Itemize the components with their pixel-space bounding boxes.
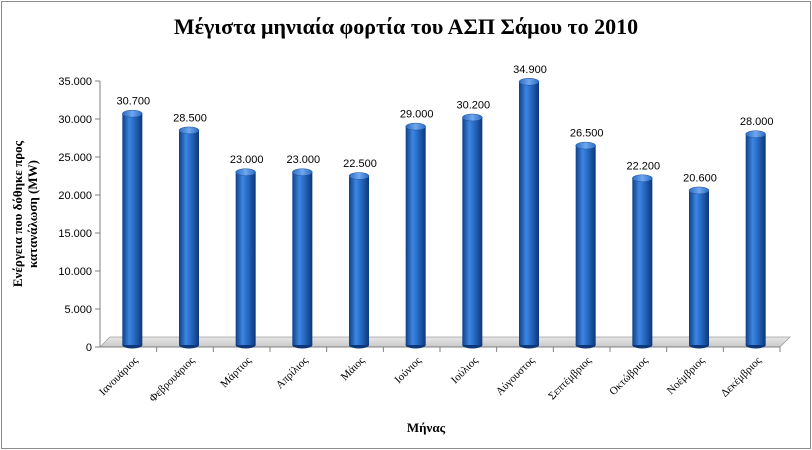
bar-body	[462, 117, 483, 345]
bar-cap	[122, 109, 143, 118]
category-label: Ιούνιος	[392, 354, 424, 386]
y-tick-label: 15.000	[58, 228, 92, 240]
bar-cap	[632, 174, 653, 183]
category-label: Ιούλιος	[449, 354, 481, 386]
bar-body	[745, 134, 766, 345]
category-label: Ιανουάριος	[97, 354, 141, 398]
data-labels: 30.700 28.500 23.000 23.000 22.500 29.000 30.2…	[117, 64, 774, 185]
y-tick-label: 0	[86, 342, 92, 354]
category-label: Απρίλιος	[274, 354, 311, 391]
bar-body	[405, 126, 426, 345]
bar	[292, 168, 313, 349]
data-label: 30.200	[457, 99, 491, 111]
y-tick-label: 35.000	[58, 76, 92, 88]
data-label: 20.600	[683, 172, 717, 184]
bar-cap	[745, 130, 766, 138]
category-label: Αύγουστος	[494, 354, 538, 398]
bar-body	[235, 172, 256, 345]
bar-body	[349, 176, 369, 345]
data-label: 22.200	[627, 160, 661, 172]
y-tick-label: 20.000	[58, 190, 92, 202]
bar	[348, 172, 370, 349]
bar	[122, 109, 143, 349]
y-axis: 0 5.000 10.000 15.000 20.000 25.000 30.000 35.0…	[58, 76, 781, 354]
bar-cap	[688, 186, 710, 195]
category-labels: Ιανουάριος Φεβρουάριος Μάρτιος Απρίλιος Μάιο…	[97, 354, 764, 404]
bar	[178, 126, 200, 349]
bar-cap	[292, 168, 313, 176]
data-label: 34.900	[513, 64, 547, 76]
data-label: 22.500	[343, 158, 377, 170]
x-axis-title: Μήνας	[407, 420, 446, 435]
category-label: Νοέμβριος	[665, 354, 708, 397]
category-label: Δεκέμβριος	[719, 354, 764, 399]
bar-body	[689, 190, 709, 345]
category-label: Μάιος	[339, 354, 368, 383]
chart-floor	[99, 336, 791, 348]
data-label: 26.500	[570, 128, 604, 140]
bar-cap	[405, 122, 426, 131]
bars	[122, 78, 766, 349]
bar-cap	[235, 168, 256, 176]
bar-cap	[178, 126, 200, 135]
data-label: 28.000	[740, 116, 774, 128]
chart-title: Μέγιστα μηνιαία φορτία του ΑΣΠ Σάμου το …	[174, 14, 638, 39]
data-label: 30.700	[117, 96, 151, 108]
bar-body	[632, 178, 653, 345]
floor-plane	[99, 336, 791, 348]
y-tick-label: 30.000	[58, 114, 92, 126]
data-label: 23.000	[230, 154, 264, 166]
bar-cap	[462, 113, 483, 122]
y-tick-label: 5.000	[64, 304, 92, 316]
category-label: Μάρτιος	[218, 354, 254, 390]
category-label: Οκτώβριος	[607, 354, 651, 398]
y-axis-title: Ενέργεια που δόθηκε προς κατανάλωση (MW)	[10, 140, 40, 287]
category-label: Σεπτέμβριος	[546, 354, 594, 402]
bar-body	[292, 172, 313, 345]
y-axis-title-line-1: Ενέργεια που δόθηκε προς	[10, 140, 25, 287]
bar	[745, 130, 766, 349]
bar	[575, 141, 596, 349]
bar-body	[122, 113, 143, 346]
bar	[405, 122, 426, 349]
data-label: 28.500	[173, 112, 207, 124]
bar-body	[575, 145, 596, 345]
bar-body	[519, 81, 539, 345]
bar	[462, 113, 483, 349]
bar-cap	[575, 141, 596, 150]
bar	[235, 168, 256, 349]
bar-cap	[518, 78, 540, 86]
bar	[518, 78, 540, 349]
y-tick-label: 10.000	[58, 266, 92, 278]
y-axis-title-line-2: κατανάλωση (MW)	[25, 160, 40, 268]
data-label: 29.000	[400, 109, 434, 121]
bar	[688, 186, 710, 349]
y-tick-label: 25.000	[58, 152, 92, 164]
bar-cap	[348, 172, 370, 180]
category-label: Φεβρουάριος	[147, 354, 197, 404]
data-label: 23.000	[287, 154, 321, 166]
bar	[632, 174, 653, 349]
bar-body	[179, 130, 199, 345]
